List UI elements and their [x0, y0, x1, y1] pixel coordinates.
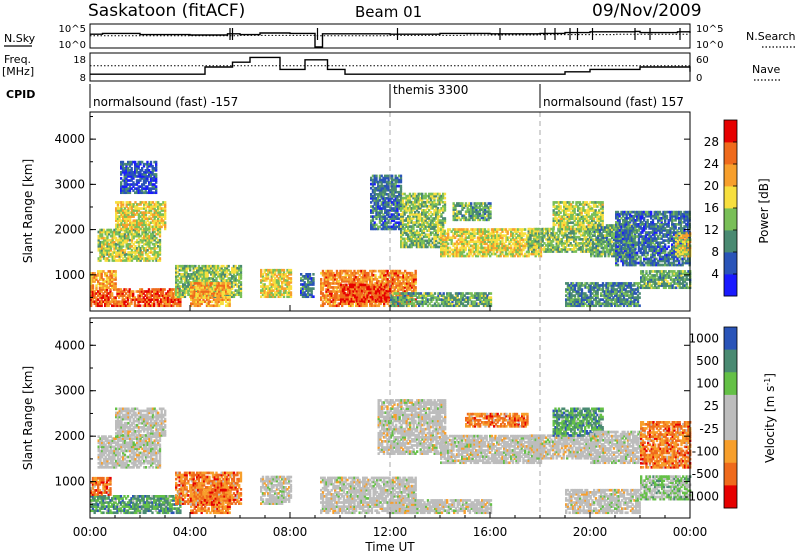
- range-cell: [312, 295, 314, 298]
- nsky-label: N.Sky: [4, 32, 36, 45]
- range-cell: [132, 290, 134, 293]
- cpid-label: CPID: [6, 88, 35, 101]
- range-cell: [444, 217, 446, 220]
- nsky-series-line: [90, 31, 690, 47]
- range-cell: [400, 175, 402, 178]
- nave-label: Nave: [752, 63, 780, 76]
- range-cell: [320, 278, 322, 281]
- freq-series-group: [90, 57, 690, 74]
- cpid-row: normalsound (fast) -157 themis 3300 normal…: [90, 83, 684, 109]
- range-cell: [290, 285, 292, 288]
- range-cell: [400, 185, 402, 188]
- range-cell: [164, 201, 166, 204]
- range-cell: [240, 281, 242, 284]
- range-cell: [164, 221, 166, 224]
- range-cell: [374, 270, 376, 273]
- range-cell: [415, 270, 417, 273]
- nsky-series-group: [90, 28, 690, 47]
- range-cell: [260, 269, 262, 272]
- range-cell: [443, 292, 445, 295]
- cpid-segment-label: normalsound (fast) -157: [93, 95, 238, 109]
- range-cell: [159, 257, 161, 260]
- range-cell: [490, 296, 492, 299]
- range-cell: [155, 185, 157, 188]
- range-cell: [164, 288, 166, 291]
- range-cell: [206, 282, 208, 285]
- range-cell: [444, 201, 446, 204]
- cpid-segment-label: themis 3300: [393, 83, 468, 97]
- nsearch-right-tick-bottom: 10^0: [696, 40, 723, 51]
- range-cell: [345, 284, 347, 287]
- range-cell: [131, 167, 133, 170]
- freq-unit-label: [MHz]: [2, 65, 34, 78]
- range-cell: [202, 282, 204, 285]
- range-cell: [312, 273, 314, 276]
- range-cell: [375, 175, 377, 178]
- range-cell: [312, 287, 314, 290]
- range-cell: [139, 304, 141, 307]
- freq-left-tick-top: 18: [73, 55, 86, 66]
- range-cell: [122, 201, 124, 204]
- nsky-left-tick-top: 10^5: [59, 24, 86, 35]
- range-cell: [490, 292, 492, 295]
- range-cell: [229, 298, 231, 301]
- range-cell: [374, 274, 376, 277]
- range-cell: [159, 239, 161, 242]
- station-title: Saskatoon (fitACF): [88, 1, 245, 21]
- freq-left-tick-bottom: 8: [80, 73, 86, 84]
- nsearch-right-tick-top: 10^5: [696, 24, 723, 35]
- nave-right-tick-top: 60: [696, 55, 709, 66]
- range-cell: [380, 288, 382, 291]
- range-cell: [283, 269, 285, 272]
- range-cell: [447, 243, 449, 246]
- range-cell: [240, 265, 242, 268]
- nsky-left-tick-bottom: 10^0: [59, 40, 86, 51]
- nsky-panel-frame: [90, 24, 690, 48]
- range-cell: [363, 294, 365, 297]
- range-cell: [444, 197, 446, 200]
- beam-label: Beam 01: [355, 3, 422, 21]
- range-cell: [229, 282, 231, 285]
- range-cell: [115, 270, 117, 273]
- range-cell: [155, 173, 157, 176]
- range-cell: [115, 282, 117, 285]
- range-cell: [391, 175, 393, 178]
- range-cell: [290, 291, 292, 294]
- range-cell: [434, 292, 436, 295]
- range-cell: [150, 161, 152, 164]
- range-cell: [155, 161, 157, 164]
- range-cell: [92, 284, 94, 287]
- range-cell: [415, 286, 417, 289]
- nsearch-label: N.Search: [746, 30, 796, 43]
- range-cell: [290, 277, 292, 280]
- nave-right-tick-bottom: 0: [696, 73, 702, 84]
- range-cell: [290, 269, 292, 272]
- date-label: 09/Nov/2009: [592, 1, 702, 21]
- freq-panel-frame: [90, 53, 690, 81]
- range-cell: [312, 277, 314, 280]
- range-cell: [228, 265, 230, 268]
- range-cell: [309, 273, 311, 276]
- range-cell: [444, 193, 446, 196]
- cpid-segment-label: normalsound (fast) 157: [543, 95, 684, 109]
- range-cell: [397, 292, 399, 295]
- range-cell: [229, 286, 231, 289]
- range-cell: [108, 259, 110, 262]
- range-cell: [111, 292, 113, 295]
- freq-series-line: [90, 57, 690, 74]
